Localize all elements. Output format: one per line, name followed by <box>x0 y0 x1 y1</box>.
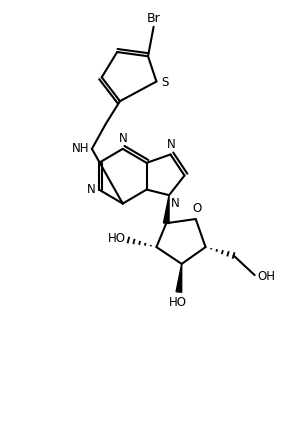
Text: N: N <box>167 138 175 151</box>
Text: HO: HO <box>107 232 125 245</box>
Text: Br: Br <box>147 11 160 25</box>
Text: N: N <box>118 132 127 145</box>
Text: NH: NH <box>72 142 90 155</box>
Polygon shape <box>164 195 169 223</box>
Text: S: S <box>162 76 169 89</box>
Text: O: O <box>193 202 202 215</box>
Text: OH: OH <box>257 270 276 283</box>
Polygon shape <box>176 264 182 292</box>
Text: HO: HO <box>168 296 186 309</box>
Text: N: N <box>87 183 96 196</box>
Text: N: N <box>171 198 180 210</box>
